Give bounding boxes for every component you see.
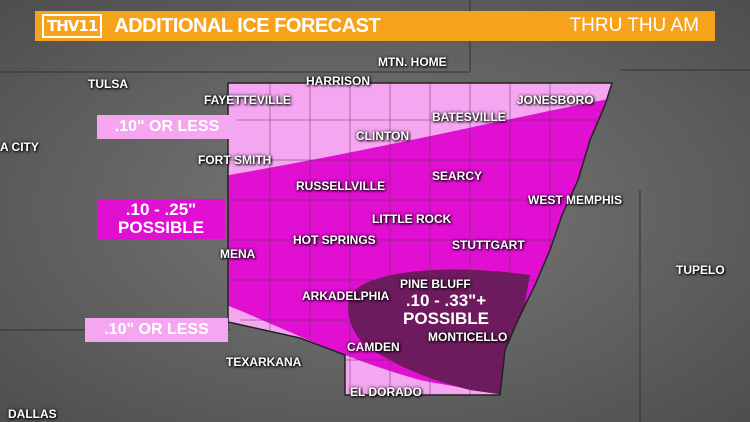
legend-light-north: .10" OR LESS <box>97 115 237 139</box>
city-label: RUSSELLVILLE <box>296 179 386 193</box>
legend-text: .10 - .33"+ <box>405 291 487 310</box>
legend-heavy: .10 - .33"+ POSSIBLE <box>382 290 510 330</box>
city-label: MTN. HOME <box>378 55 447 69</box>
legend-moderate: .10 - .25" POSSIBLE <box>97 199 225 239</box>
page-title: ADDITIONAL ICE FORECAST <box>114 14 381 37</box>
city-label: PINE BLUFF <box>400 277 471 291</box>
city-label: ARKADELPHIA <box>302 289 390 303</box>
zone-light-north <box>228 83 612 180</box>
station-logo: THV11 <box>42 14 103 38</box>
header-bar: THV11 ADDITIONAL ICE FORECAST THRU THU A… <box>35 11 715 41</box>
city-label: HOT SPRINGS <box>293 233 376 247</box>
city-label: WEST MEMPHIS <box>528 193 623 207</box>
county-lines <box>228 83 612 395</box>
legend-text: .10 - .25" <box>125 200 197 219</box>
city-label: MENA <box>220 247 256 261</box>
legend-text: POSSIBLE <box>118 217 204 237</box>
legend-text: .10" OR LESS <box>114 118 220 135</box>
arkansas-outline <box>227 82 614 396</box>
legend-text: POSSIBLE <box>403 308 489 328</box>
city-label: BATESVILLE <box>432 110 506 124</box>
city-label: TULSA <box>88 77 128 91</box>
city-label: MONTICELLO <box>428 330 508 344</box>
time-range: THRU THU AM <box>569 15 699 36</box>
city-label: FORT SMITH <box>198 153 272 167</box>
city-label: TEXARKANA <box>226 355 302 369</box>
city-label: A CITY <box>0 140 39 154</box>
city-label: TUPELO <box>676 263 725 277</box>
city-label: CLINTON <box>356 129 410 143</box>
city-label: LITTLE ROCK <box>372 212 452 226</box>
city-label: CAMDEN <box>347 340 400 354</box>
city-label: STUTTGART <box>452 238 525 252</box>
legend-light-south: .10" OR LESS <box>85 318 228 342</box>
city-label: DALLAS <box>8 407 57 421</box>
city-label: EL DORADO <box>350 385 422 399</box>
city-label: SEARCY <box>432 169 483 183</box>
city-label: FAYETTEVILLE <box>204 93 291 107</box>
city-label: JONESBORO <box>517 93 594 107</box>
city-label: HARRISON <box>306 74 371 88</box>
legend-text: .10" OR LESS <box>104 321 209 338</box>
